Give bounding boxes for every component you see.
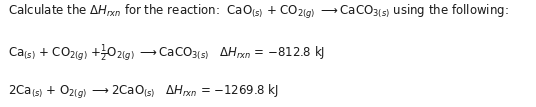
Text: Ca$_{(s)}$ + CO$_{2(g)}$ +$\frac{1}{2}$O$_{2(g)}$ $\longrightarrow$CaCO$_{3(s)}$: Ca$_{(s)}$ + CO$_{2(g)}$ +$\frac{1}{2}$O… (8, 43, 325, 65)
Text: Calculate the $\Delta H_{rxn}$ for the reaction:  CaO$_{(s)}$ + CO$_{2(g)}$ $\lo: Calculate the $\Delta H_{rxn}$ for the r… (8, 3, 509, 21)
Text: 2Ca$_{(s)}$ + O$_{2(g)}$ $\longrightarrow$2CaO$_{(s)}$   $\Delta H_{rxn}$ = $-$1: 2Ca$_{(s)}$ + O$_{2(g)}$ $\longrightarro… (8, 83, 279, 101)
